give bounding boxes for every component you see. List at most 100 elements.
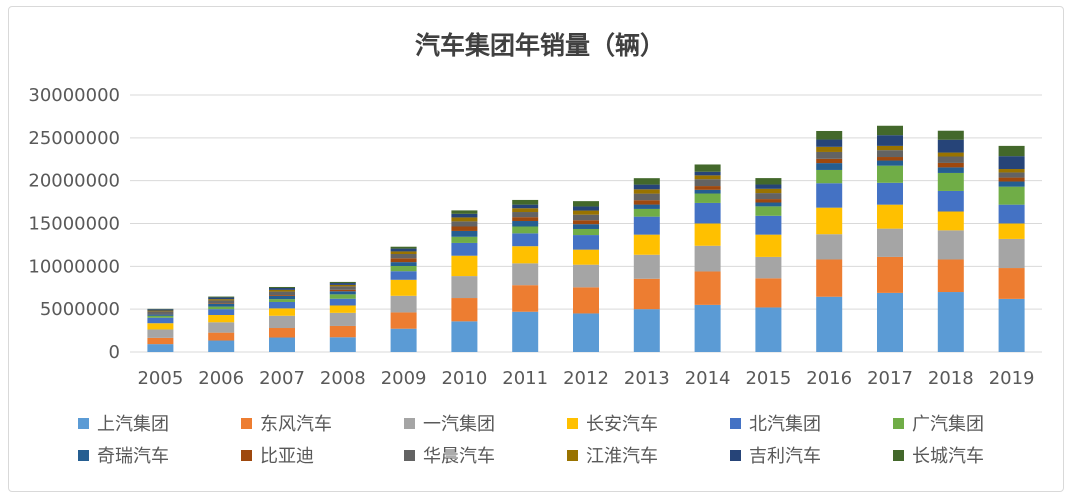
- bar-segment: [573, 235, 599, 250]
- bar-segment: [329, 281, 356, 284]
- bar-segment: [998, 186, 1025, 205]
- bar-segment: [633, 254, 660, 279]
- legend-label: 北汽集团: [749, 414, 821, 435]
- bar-segment: [329, 286, 356, 290]
- bar-segment: [633, 208, 660, 217]
- bar-segment: [816, 130, 843, 140]
- bar-segment: [633, 178, 660, 185]
- bar-segment: [451, 230, 478, 237]
- x-tick-label: 2012: [563, 368, 609, 389]
- bar-segment: [877, 182, 903, 205]
- bar-segment: [147, 337, 174, 345]
- x-tick-label: 2017: [867, 368, 913, 389]
- legend-item: 江淮汽车: [567, 442, 658, 468]
- bar-segment: [451, 298, 478, 322]
- y-tick-label: 10000000: [28, 256, 120, 277]
- bar-segment: [877, 160, 903, 166]
- bar-segment: [633, 184, 660, 190]
- legend-label: 华晨汽车: [423, 446, 495, 467]
- bar-segment: [755, 215, 782, 235]
- bar-segment: [390, 271, 417, 280]
- bar-segment: [755, 307, 782, 352]
- bar-segment: [451, 213, 478, 218]
- bar-segment: [877, 145, 903, 151]
- bar-segment: [573, 249, 599, 265]
- bar-segment: [573, 210, 599, 215]
- bar-segment: [147, 329, 174, 338]
- bar-segment: [877, 125, 903, 136]
- bar-segment: [269, 291, 295, 296]
- bar-segment: [998, 298, 1025, 352]
- legend-item: 东风汽车: [241, 410, 332, 436]
- bar-segment: [147, 315, 174, 318]
- bar-segment: [816, 163, 843, 170]
- bar-segment: [451, 226, 478, 231]
- legend-swatch: [78, 417, 89, 429]
- bar-segment: [877, 204, 903, 229]
- bar-segment: [390, 279, 417, 296]
- legend-item: 广汽集团: [893, 410, 984, 436]
- bar-segment: [694, 304, 721, 352]
- legend-label: 吉利汽车: [749, 446, 821, 467]
- bar-segment: [937, 230, 964, 260]
- stacked-bar-chart: 0 5000000 10000000 15000000 20000000 25000000…: [28, 85, 1042, 389]
- y-tick-label: 15000000: [28, 214, 120, 235]
- bar-segment: [573, 313, 599, 352]
- bar-segment: [208, 322, 235, 333]
- bar-segment: [998, 145, 1025, 157]
- bar-segment: [937, 167, 964, 173]
- bar-segment: [512, 285, 539, 312]
- bar-segment: [269, 328, 295, 338]
- bar-segment: [755, 202, 782, 207]
- bar-segment: [694, 193, 721, 203]
- bar-segment: [877, 228, 903, 257]
- legend-swatch: [404, 417, 415, 429]
- bar-segment: [451, 236, 478, 243]
- bar-segment: [329, 294, 356, 299]
- bar-segment: [512, 204, 539, 209]
- bar-segment: [512, 226, 539, 234]
- bar-segment: [755, 188, 782, 194]
- bar-segment: [816, 296, 843, 352]
- bar-segment: [390, 246, 417, 249]
- bar-segment: [451, 217, 478, 222]
- bar-segment: [390, 262, 417, 266]
- bar-segment: [208, 297, 235, 300]
- bar-segment: [937, 139, 964, 153]
- bar-segment: [329, 284, 356, 287]
- bar-segment: [633, 204, 660, 209]
- bar-segment: [329, 283, 356, 285]
- bar-segment: [573, 228, 599, 236]
- bar-segment: [937, 211, 964, 231]
- bar-segment: [937, 156, 964, 163]
- bar-segment: [816, 259, 843, 297]
- bar-segment: [269, 299, 295, 302]
- bar-segment: [208, 314, 235, 323]
- bar-segment: [390, 295, 417, 313]
- bar-segment: [755, 256, 782, 279]
- bar-segment: [573, 206, 599, 211]
- bar-segment: [937, 259, 964, 293]
- legend-label: 长安汽车: [586, 414, 658, 435]
- bar-segment: [633, 189, 660, 194]
- bar-segment: [816, 139, 843, 147]
- legend-label: 东风汽车: [260, 414, 332, 435]
- bar-segment: [755, 234, 782, 257]
- bar-segment: [451, 242, 478, 256]
- legend-label: 比亚迪: [260, 446, 314, 467]
- bar-segment: [694, 245, 721, 272]
- legend-item: 比亚迪: [241, 442, 314, 468]
- bar-segment: [998, 268, 1025, 299]
- bar-segment: [451, 221, 478, 227]
- bar-segment: [208, 340, 235, 352]
- bar-segment: [573, 224, 599, 229]
- y-tick-label: 30000000: [28, 85, 120, 106]
- bar-segment: [877, 256, 903, 293]
- bar-segment: [208, 300, 235, 304]
- bar-segment: [755, 199, 782, 203]
- bar-segment: [877, 135, 903, 146]
- bar-segment: [633, 309, 660, 352]
- bar-segment: [633, 216, 660, 235]
- bar-segment: [208, 303, 235, 307]
- bar-segment: [573, 287, 599, 314]
